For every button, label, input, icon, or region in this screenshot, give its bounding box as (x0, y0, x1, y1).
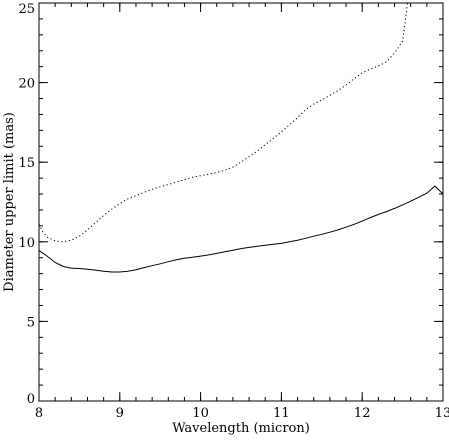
x-tick-label: 12 (354, 406, 371, 421)
y-axis-ticks: 0 5 10 15 20 25 (18, 2, 443, 407)
x-tick-label: 9 (116, 406, 124, 421)
x-tick-label: 11 (273, 406, 290, 421)
y-tick-label: 10 (18, 236, 35, 251)
y-tick-label: 0 (27, 392, 35, 407)
y-axis-label: Diameter upper limit (mas) (2, 112, 17, 292)
series-line-solid (38, 185, 444, 273)
y-tick-label: 20 (18, 77, 35, 92)
x-tick-label: 13 (435, 406, 449, 421)
series-layer (38, 2, 444, 273)
plot-frame (38, 2, 444, 402)
y-tick-label: 5 (27, 315, 35, 330)
series-line-dotted (38, 2, 408, 243)
x-axis-label: Wavelength (micron) (172, 421, 310, 436)
y-tick-label: 15 (18, 156, 35, 171)
x-tick-label: 8 (35, 406, 43, 421)
x-axis-ticks: 8 9 10 11 12 13 (35, 3, 449, 421)
y-tick-label: 25 (18, 2, 35, 17)
x-tick-label: 10 (192, 406, 209, 421)
